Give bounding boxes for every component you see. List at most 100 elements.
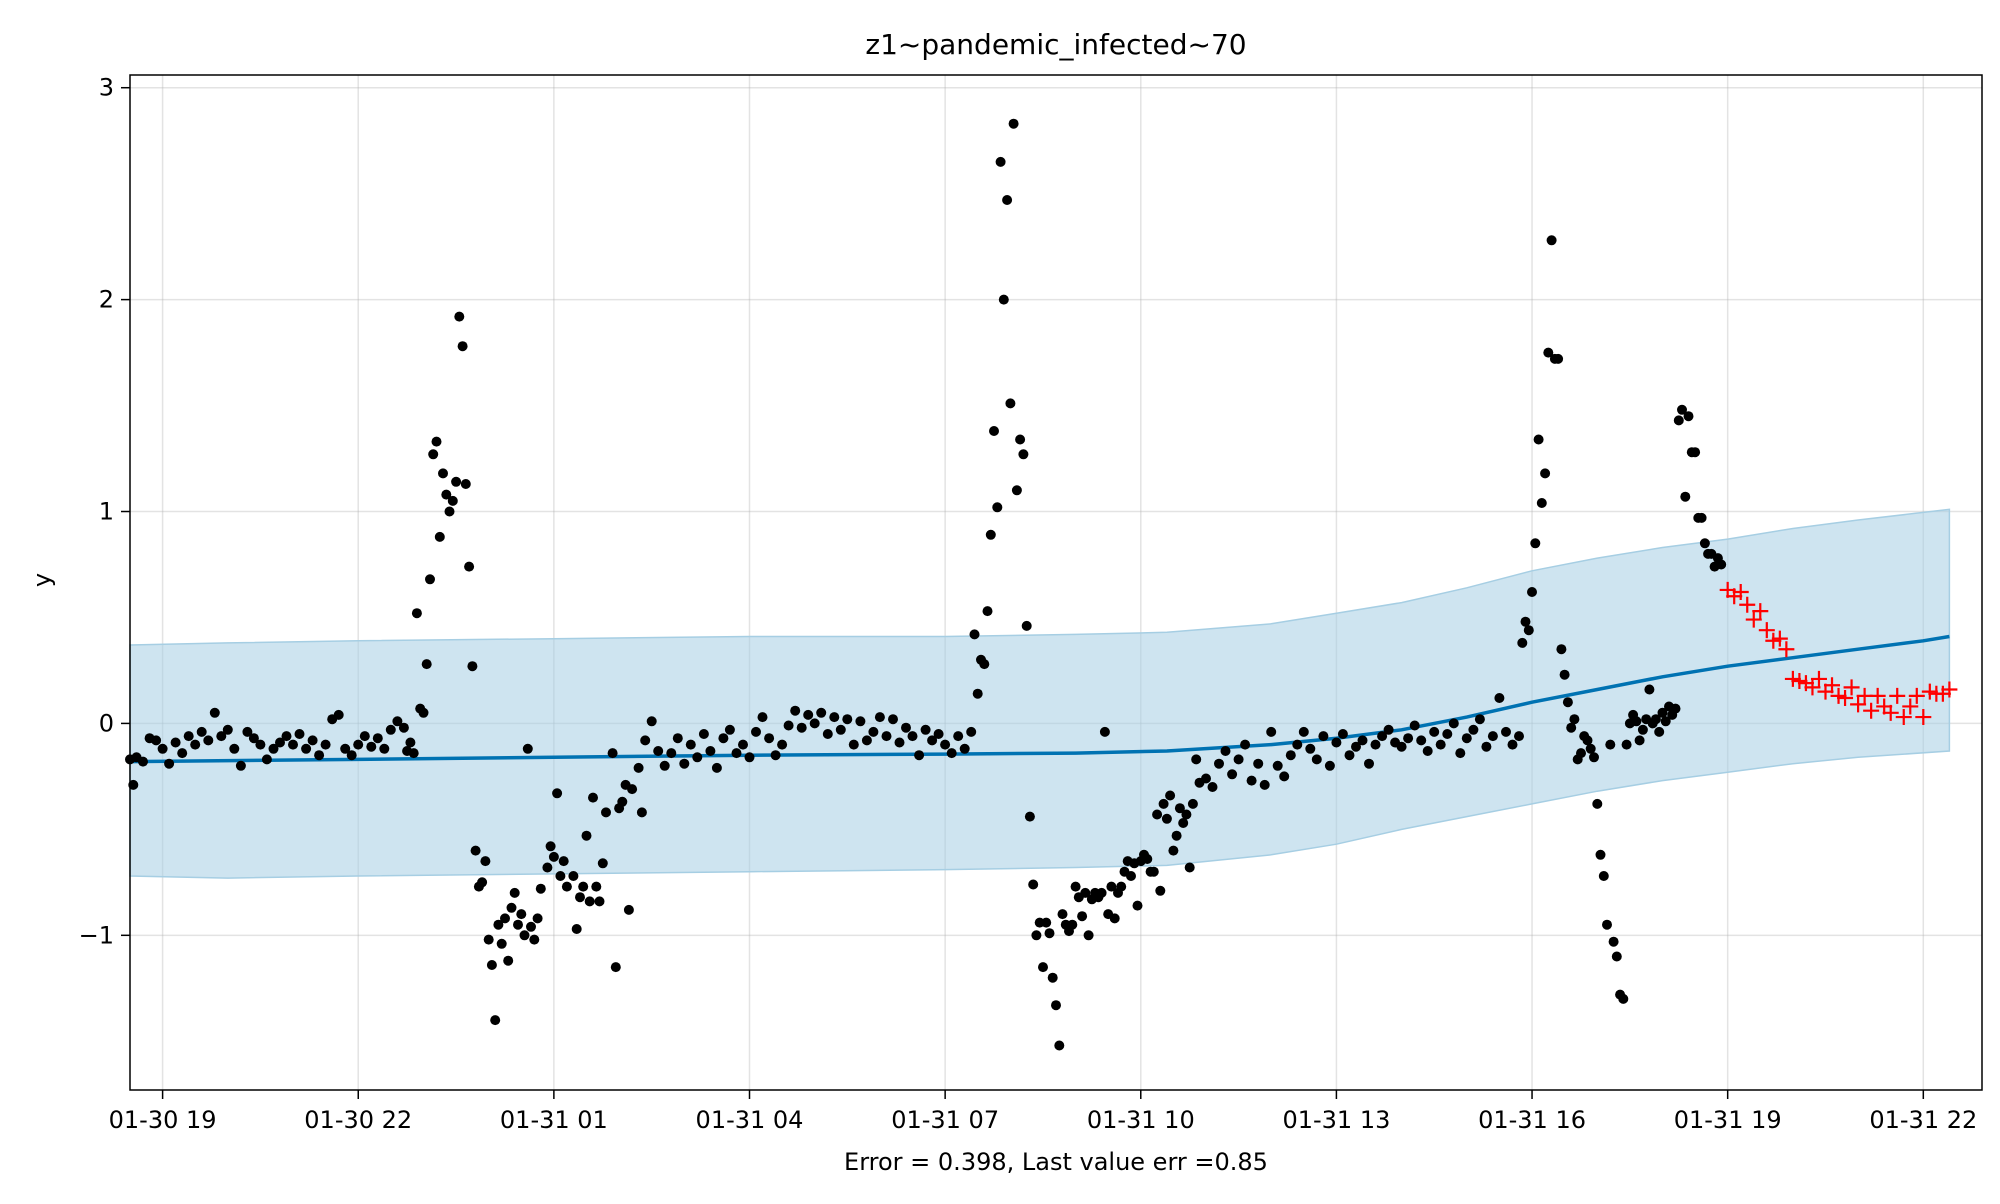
observed-point <box>1152 809 1163 820</box>
observed-point <box>1517 637 1528 648</box>
observed-point <box>190 739 201 750</box>
observed-point <box>1699 538 1710 549</box>
observed-point <box>307 735 318 746</box>
test-point <box>1752 603 1769 620</box>
observed-point <box>989 426 999 436</box>
observed-point <box>1540 468 1551 479</box>
observed-point <box>157 743 168 754</box>
observed-point <box>1637 724 1648 735</box>
observed-point <box>659 760 670 771</box>
observed-point <box>1533 434 1544 445</box>
test-point <box>1843 679 1860 696</box>
x-tick-label: 01-31 13 <box>1282 1106 1390 1134</box>
observed-point <box>1011 485 1022 496</box>
x-axis-label: Error = 0.398, Last value err =0.85 <box>844 1148 1268 1176</box>
observed-point <box>711 762 722 773</box>
observed-point <box>1602 919 1612 930</box>
observed-point <box>359 731 370 742</box>
observed-point <box>1461 733 1472 744</box>
observed-point <box>535 883 546 894</box>
observed-point <box>1582 735 1593 746</box>
observed-point <box>408 748 419 759</box>
observed-point <box>545 841 556 852</box>
test-point <box>1895 709 1912 726</box>
observed-point <box>216 731 227 742</box>
observed-point <box>552 788 563 799</box>
observed-point <box>398 722 409 733</box>
observed-point <box>816 707 827 718</box>
test-point <box>1863 702 1880 719</box>
observed-point <box>526 921 536 932</box>
test-point <box>1765 632 1782 649</box>
plot-frame <box>129 74 1983 1091</box>
observed-point <box>1109 913 1120 924</box>
observed-point <box>1569 714 1580 725</box>
observed-point <box>392 716 403 727</box>
y-tick-label: −1 <box>79 921 114 949</box>
observed-point <box>379 743 390 754</box>
observed-point <box>421 659 432 670</box>
observed-point <box>610 962 621 973</box>
x-tick-label: 01-31 01 <box>500 1106 608 1134</box>
observed-point <box>1422 746 1433 756</box>
test-point <box>1732 584 1749 601</box>
observed-point <box>1181 809 1192 820</box>
observed-point <box>1083 930 1094 941</box>
observed-point <box>1220 746 1231 756</box>
observed-point <box>744 752 755 763</box>
observed-point <box>467 661 478 672</box>
observed-point <box>907 731 918 742</box>
observed-point <box>1474 714 1485 725</box>
observed-point <box>1364 758 1374 769</box>
observed-point <box>1279 771 1290 782</box>
observed-point <box>1650 714 1661 725</box>
observed-point <box>724 724 735 735</box>
observed-point <box>1455 748 1466 759</box>
observed-point <box>809 718 820 729</box>
observed-point <box>519 930 530 941</box>
observed-point <box>477 877 488 888</box>
observed-point <box>385 724 396 735</box>
observed-point <box>177 748 188 759</box>
observed-point <box>1233 754 1244 765</box>
uncertainty-band <box>129 508 1951 879</box>
observed-point <box>1018 449 1029 460</box>
x-tick-label: 01-30 22 <box>304 1106 412 1134</box>
observed-point <box>222 724 233 735</box>
observed-point <box>418 707 429 718</box>
observed-point <box>558 856 569 867</box>
observed-point <box>1005 398 1016 409</box>
observed-point <box>1442 729 1453 739</box>
observed-point <box>1024 811 1035 822</box>
observed-point <box>1553 353 1564 364</box>
observed-point <box>1031 930 1042 941</box>
observed-point <box>405 737 416 748</box>
observed-point <box>268 743 279 754</box>
observed-point <box>513 919 523 930</box>
observed-point <box>1543 347 1554 358</box>
observed-point <box>672 733 683 744</box>
observed-point <box>829 712 840 723</box>
observed-point <box>1015 434 1026 445</box>
test-point <box>1758 622 1775 639</box>
observed-point <box>640 735 651 746</box>
y-axis-ticks: −1 0 1 2 3 <box>79 74 130 949</box>
chart-title: z1~pandemic_infected~70 <box>865 28 1246 61</box>
test-point <box>1908 687 1925 704</box>
observed-point <box>1507 739 1518 750</box>
observed-point <box>1132 900 1143 911</box>
observed-point <box>594 896 605 907</box>
observed-point <box>979 659 990 670</box>
observed-point <box>464 561 475 572</box>
observed-point <box>1501 726 1511 737</box>
observed-point <box>242 726 253 737</box>
observed-point <box>1311 754 1322 765</box>
observed-point <box>718 733 729 744</box>
test-point <box>1804 679 1821 696</box>
observed-point <box>946 748 957 759</box>
observed-point <box>516 909 527 920</box>
observed-point <box>1520 616 1531 627</box>
observed-point <box>1041 917 1052 928</box>
observed-point <box>881 731 892 742</box>
